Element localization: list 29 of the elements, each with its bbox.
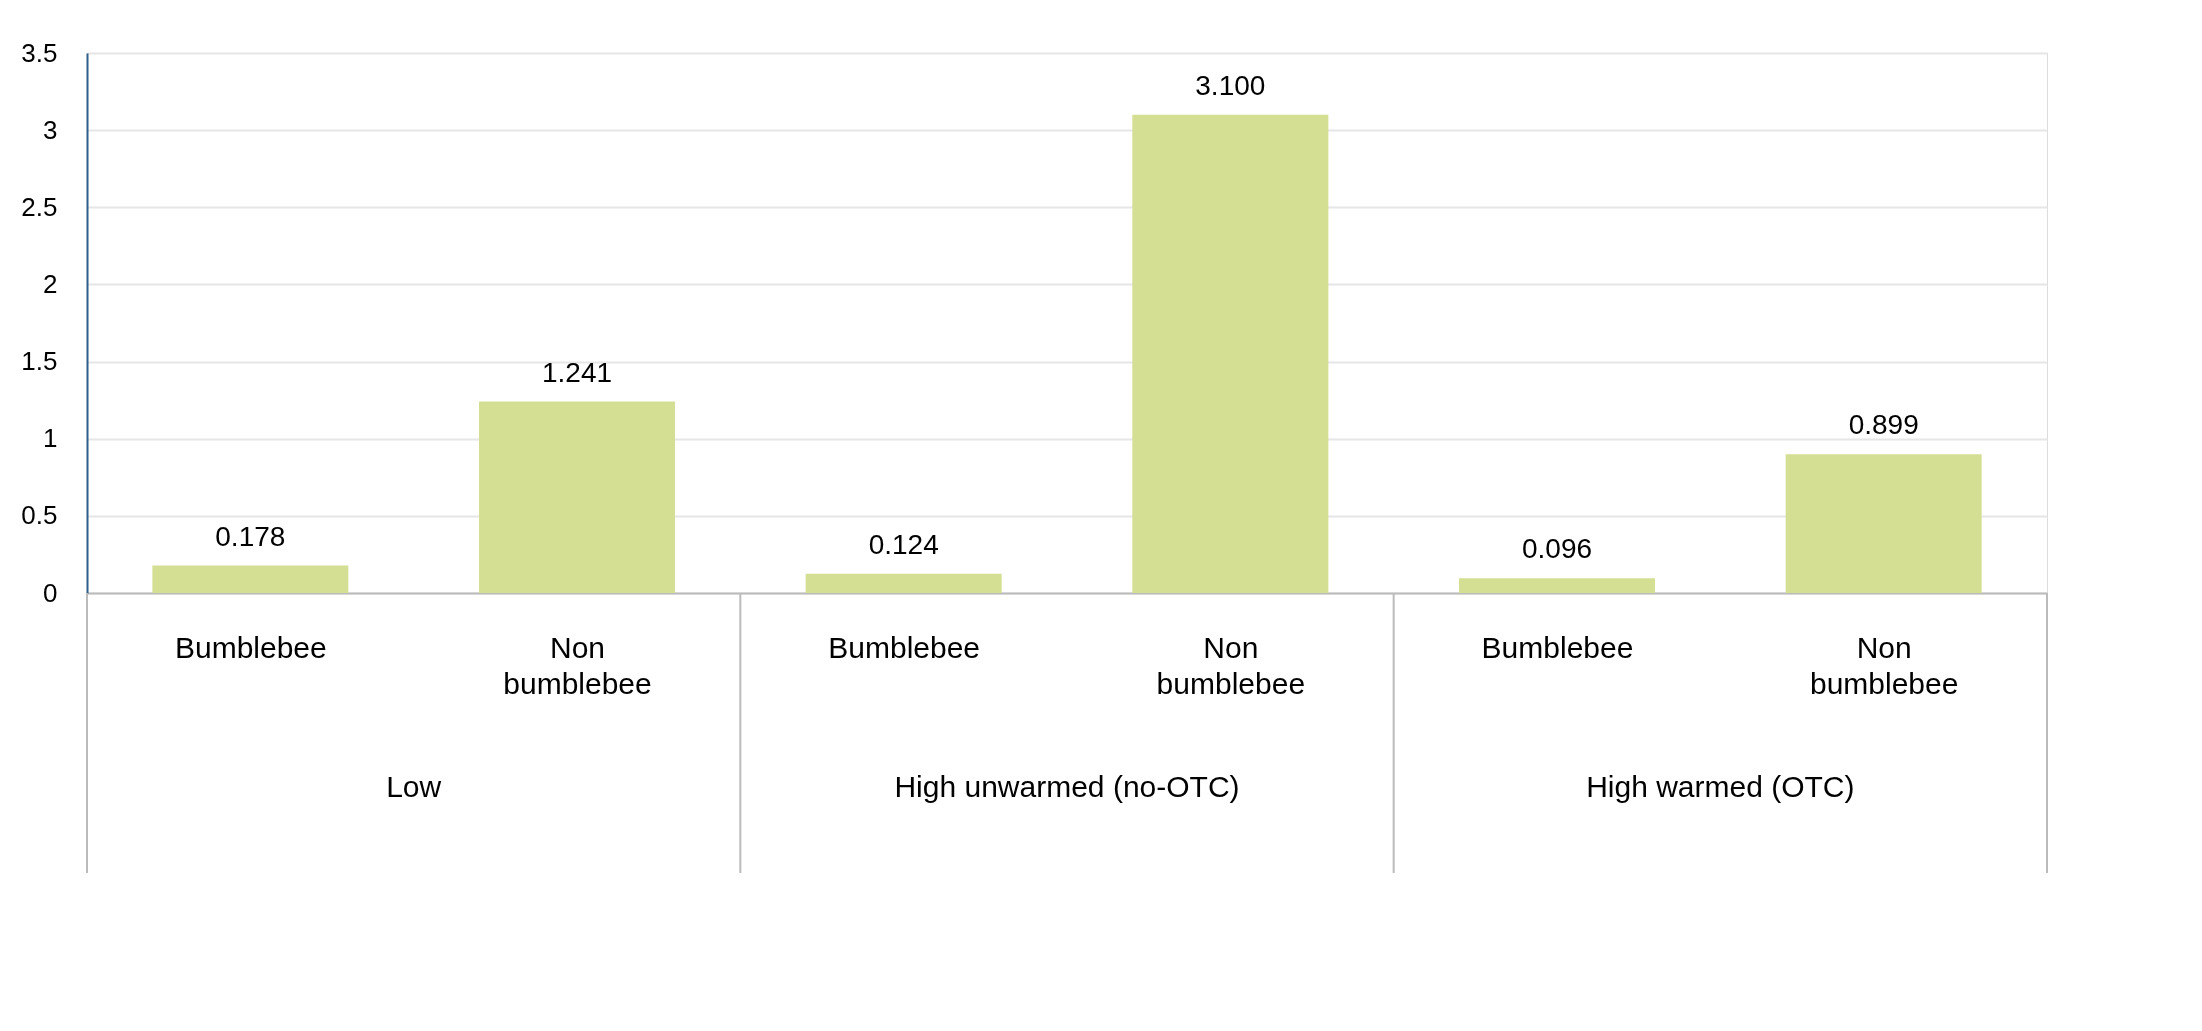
x-tick-label: Non bumblebee <box>1156 630 1306 700</box>
data-label: 3.100 <box>1195 69 1266 101</box>
bar <box>479 401 675 593</box>
data-label: 0.899 <box>1848 409 1919 441</box>
x-tick-label: Non bumblebee <box>503 630 652 700</box>
bar <box>1132 114 1329 593</box>
x-tick-label: Bumblebee <box>174 630 327 664</box>
y-tick-label: 2.5 <box>21 191 58 222</box>
data-label: 0.178 <box>215 520 286 552</box>
y-tick-label: 1.5 <box>21 346 58 377</box>
x-tick-label: Bumblebee <box>828 630 981 664</box>
data-label: 0.124 <box>868 528 939 560</box>
bar <box>805 573 1002 593</box>
y-tick-label: 1 <box>43 423 58 454</box>
bar <box>1459 578 1655 593</box>
y-tick-label: 3 <box>43 114 58 145</box>
data-label: 1.241 <box>541 356 613 388</box>
y-tick-label: 3.5 <box>21 37 58 68</box>
x-tick-label: Bumblebee <box>1481 630 1634 664</box>
data-label: 0.096 <box>1521 533 1593 565</box>
text: High unwarmed (no-OTC) <box>894 770 1240 803</box>
text: Low <box>386 770 442 803</box>
y-tick-label: 0.5 <box>21 500 58 531</box>
y-tick-label: 2 <box>43 268 58 299</box>
y-tick-label: 0 <box>43 577 58 608</box>
bar <box>1785 454 1982 593</box>
text: High warmed (OTC) <box>1586 770 1855 803</box>
bar <box>152 565 349 593</box>
x-tick-label: Non bumblebee <box>1809 630 1959 700</box>
